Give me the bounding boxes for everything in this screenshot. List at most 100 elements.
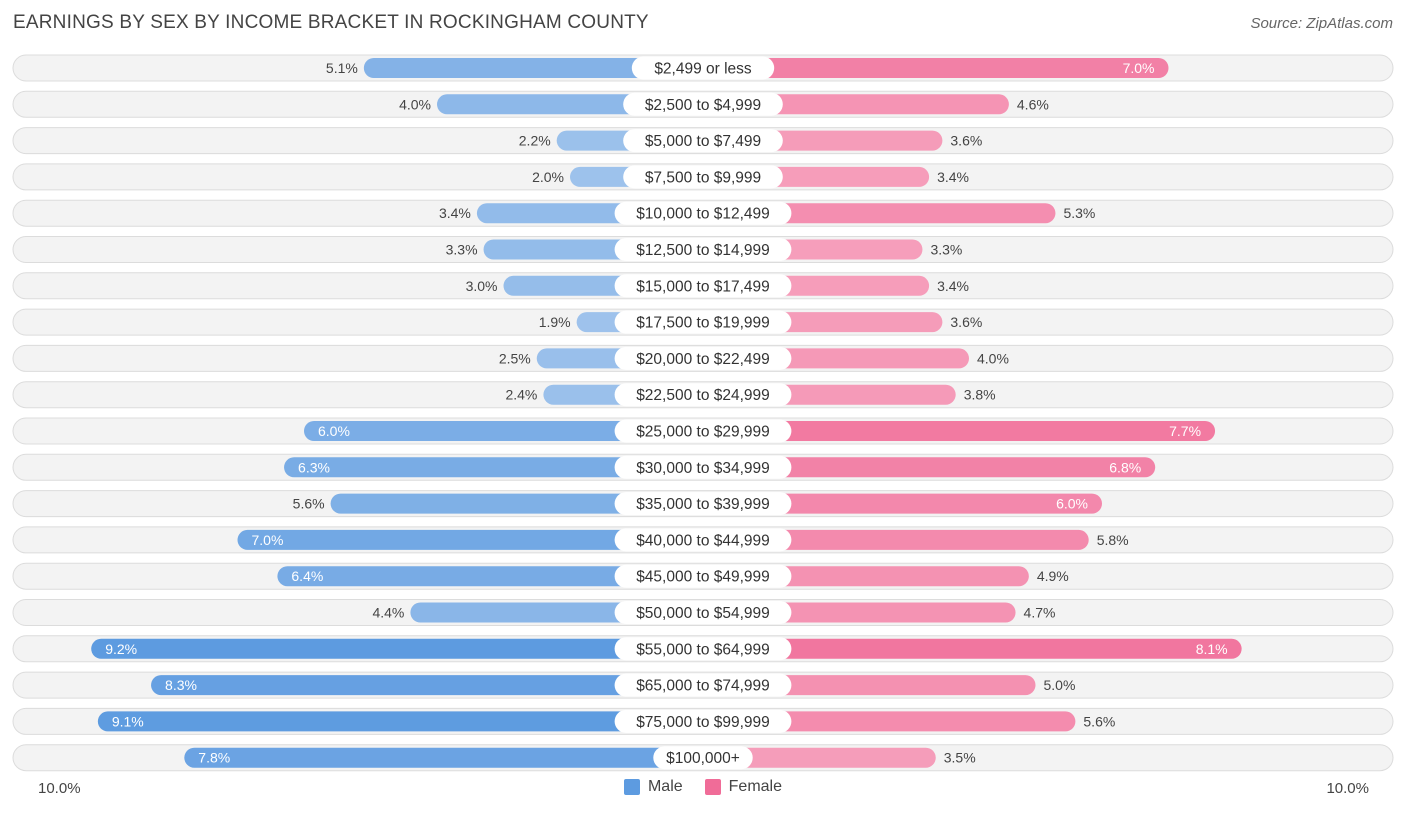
category-label: $12,500 to $14,999 [636,242,770,259]
legend: Male Female [0,778,1406,796]
category-pill [614,383,792,407]
category-label: $100,000+ [666,750,740,767]
category-label: $2,500 to $4,999 [645,97,761,114]
value-label-male: 2.5% [499,350,531,366]
value-label-female: 5.8% [1097,532,1129,548]
value-label-male: 7.0% [252,532,284,548]
value-label-female: 4.9% [1037,568,1069,584]
value-label-female: 7.7% [1169,423,1201,439]
axis-left-label: 10.0% [38,780,81,797]
value-label-female: 4.6% [1017,96,1049,112]
category-label: $75,000 to $99,999 [636,714,770,731]
value-label-female: 7.0% [1123,60,1155,76]
value-label-male: 2.0% [532,169,564,185]
value-label-female: 3.6% [950,314,982,330]
category-pill [614,564,792,588]
chart: 5.1% 7.0% $2,499 or less 4.0% 4.6% $2,500 to … [12,54,1394,772]
value-label-male: 5.6% [293,496,325,512]
category-label: $10,000 to $12,499 [636,206,770,223]
value-label-male: 6.4% [291,568,323,584]
source-label: Source: ZipAtlas.com [1250,15,1393,32]
category-pill [631,56,775,80]
value-label-male: 8.3% [165,677,197,693]
category-pill [614,709,792,733]
bar-female [703,638,1242,659]
category-label: $25,000 to $29,999 [636,424,770,441]
category-pill [614,601,792,624]
category-label: $55,000 to $64,999 [636,641,770,658]
value-label-male: 1.9% [539,314,571,330]
category-label: $65,000 to $74,999 [636,678,770,695]
value-label-male: 2.2% [519,133,551,149]
bar-female [703,747,936,768]
value-label-female: 5.0% [1044,677,1076,693]
category-pill [614,455,792,479]
legend-swatch-male [623,779,640,795]
category-pill [614,673,792,697]
value-label-male: 2.4% [505,387,537,403]
category-label: $45,000 to $49,999 [636,569,770,586]
value-label-female: 8.1% [1196,641,1228,657]
bar-female [703,203,1056,224]
legend-item-female[interactable]: Female [704,778,782,796]
legend-swatch-female [704,779,721,795]
category-label: $2,499 or less [654,61,752,78]
value-label-female: 6.8% [1109,459,1141,475]
axis-right-label: 10.0% [1326,780,1369,797]
category-pill [614,310,792,334]
value-label-male: 6.0% [318,423,350,439]
value-label-male: 6.3% [298,459,330,475]
value-label-female: 3.3% [930,242,962,258]
value-label-female: 4.7% [1024,605,1056,621]
category-label: $20,000 to $22,499 [636,351,770,368]
bar-male [91,638,703,659]
value-label-female: 3.5% [944,750,976,766]
value-label-female: 3.4% [937,278,969,294]
bar-female [703,58,1169,78]
category-pill [614,238,792,261]
category-pill [614,528,792,552]
value-label-male: 3.4% [439,205,471,221]
value-label-male: 4.4% [372,605,404,621]
value-label-female: 3.4% [937,169,969,185]
bar-female [703,711,1076,732]
category-label: $7,500 to $9,999 [645,169,761,186]
bar-male [277,566,703,587]
value-label-female: 3.6% [950,133,982,149]
value-label-female: 3.8% [964,387,996,403]
category-label: $35,000 to $39,999 [636,496,770,513]
category-pill [623,165,783,189]
value-label-female: 5.3% [1063,205,1095,221]
bar-male [184,747,704,768]
bar-male [363,58,703,78]
value-label-male: 7.8% [198,750,230,766]
category-label: $15,000 to $17,499 [636,278,770,295]
value-label-male: 5.1% [326,60,358,76]
category-pill [614,274,792,298]
value-label-male: 4.0% [399,96,431,112]
category-pill [614,346,792,370]
bar-male [237,529,703,550]
chart-title: EARNINGS BY SEX BY INCOME BRACKET IN ROC… [13,12,649,33]
category-pill [614,419,792,443]
category-label: $22,500 to $24,999 [636,387,770,404]
bar-male [330,493,703,514]
value-label-female: 5.6% [1083,713,1115,729]
category-pill [614,201,792,225]
category-label: $17,500 to $19,999 [636,315,770,332]
category-label: $5,000 to $7,499 [645,133,761,150]
category-pill [614,492,792,516]
value-label-male: 3.0% [466,278,498,294]
category-pill [614,637,792,661]
bar-male [284,457,703,478]
category-label: $40,000 to $44,999 [636,532,770,549]
bar-female [703,421,1216,441]
bar-male [97,711,704,732]
value-label-male: 3.3% [446,242,478,258]
legend-item-male[interactable]: Male [623,778,683,796]
category-pill [653,746,753,770]
legend-label-male: Male [647,778,683,795]
category-pill [623,129,783,153]
bar-female [703,457,1156,478]
bar-male [151,675,704,696]
